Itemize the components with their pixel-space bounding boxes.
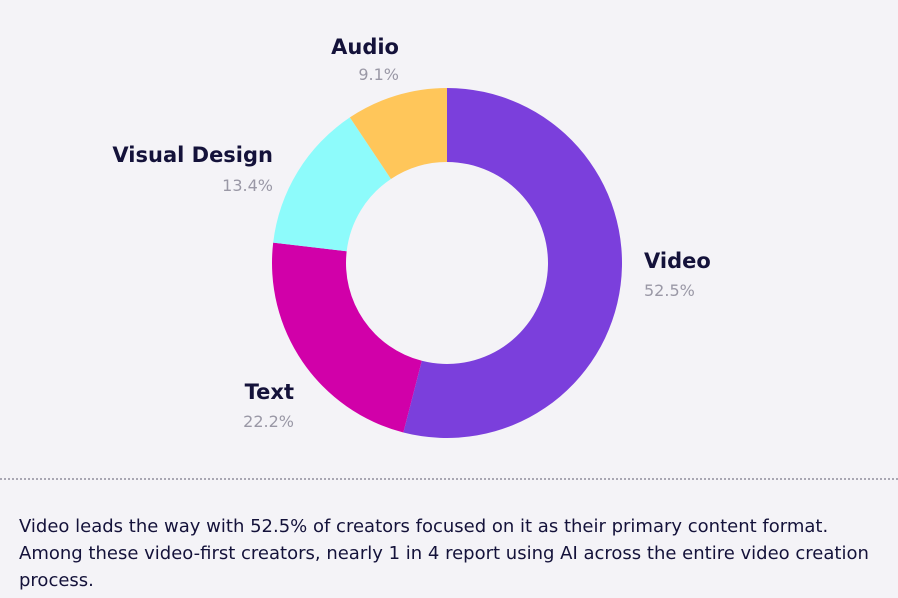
donut-chart: Video 52.5% Text 22.2% Visual Design 13.4% Aud… — [112, 35, 711, 439]
donut-chart-svg: Video 52.5% Text 22.2% Visual Design 13.4% Aud… — [112, 35, 711, 439]
slice-value-text: 22.2% — [243, 412, 294, 431]
slice-video — [403, 87, 623, 439]
dotted-divider — [0, 478, 898, 480]
slice-label-text: Text — [245, 380, 294, 404]
slice-value-audio: 9.1% — [358, 65, 399, 84]
slice-audio — [349, 88, 447, 179]
slice-label-audio: Audio — [331, 35, 399, 59]
slice-label-video: Video — [644, 249, 711, 273]
slice-text — [272, 242, 422, 433]
slice-value-video: 52.5% — [644, 281, 695, 300]
slice-label-visual-design: Visual Design — [112, 143, 273, 167]
chart-caption: Video leads the way with 52.5% of creato… — [19, 516, 869, 591]
slice-value-visual-design: 13.4% — [222, 176, 273, 195]
slice-visual-design — [273, 117, 391, 252]
